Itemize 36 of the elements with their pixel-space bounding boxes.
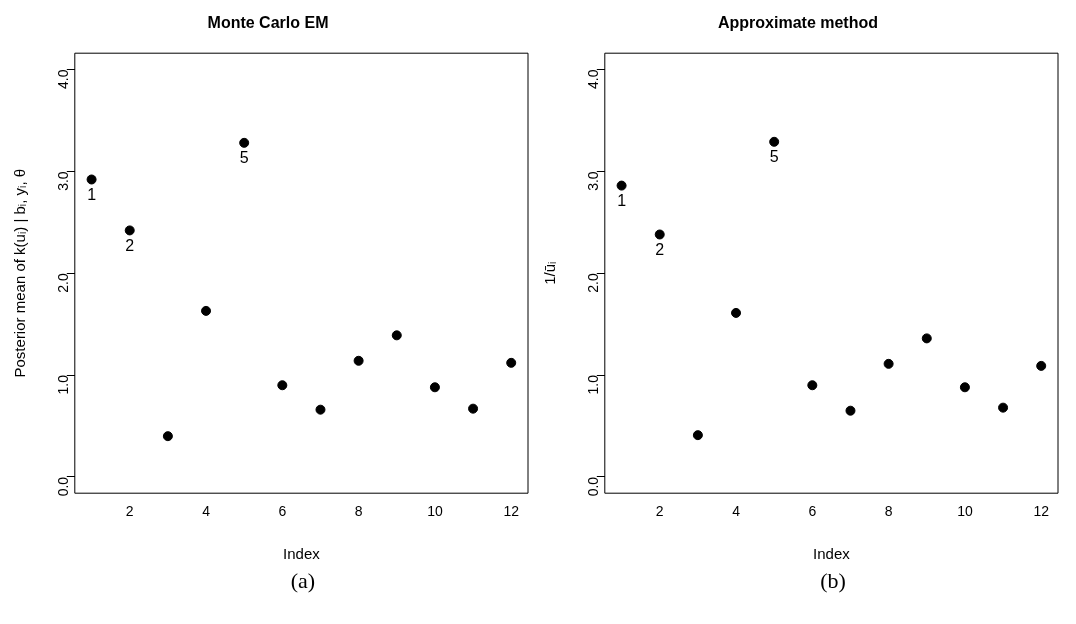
y-tick-label: 1.0 (54, 374, 71, 395)
y-tick-label: 3.0 (54, 171, 71, 191)
y-tick-label: 2.0 (584, 272, 601, 293)
y-tick-label: 4.0 (54, 69, 71, 89)
text: (b) (819, 568, 847, 594)
annotation: 2 (655, 240, 665, 258)
annotation: 1 (617, 192, 627, 210)
x-tick-label: 8 (354, 503, 363, 520)
annotation: 2 (125, 236, 135, 254)
x-tick-label: 6 (278, 503, 287, 520)
annotation: 5 (769, 148, 779, 166)
x-axis-title: Index (813, 545, 851, 563)
x-tick-label: 10 (427, 503, 443, 520)
y-tick-label: 0.0 (584, 476, 601, 497)
chart-title: Approximate method (717, 14, 879, 32)
x-tick-label: 10 (957, 503, 973, 520)
text: (a) (289, 568, 317, 594)
x-tick-label: 6 (808, 503, 817, 520)
x-tick-label: 12 (1033, 503, 1050, 520)
x-tick-label: 2 (655, 503, 664, 520)
x-tick-label: 4 (202, 503, 211, 520)
annotation: 5 (239, 149, 249, 167)
x-tick-label: 4 (732, 503, 741, 520)
x-axis-title: Index (283, 545, 321, 563)
y-axis-title: 1/ūᵢ (541, 261, 559, 285)
chart-title: Monte Carlo EM (207, 14, 329, 32)
y-tick-label: 1.0 (584, 374, 601, 395)
x-tick-label: 8 (884, 503, 893, 520)
y-tick-label: 0.0 (54, 476, 71, 497)
y-tick-label: 2.0 (54, 272, 71, 293)
y-tick-label: 3.0 (584, 171, 601, 191)
x-tick-label: 12 (503, 503, 520, 520)
annotation: 1 (87, 185, 97, 203)
x-tick-label: 2 (125, 503, 134, 520)
y-axis-title: Posterior mean of k(uᵢ) | bᵢ, yᵢ, θ (11, 168, 29, 378)
y-tick-label: 4.0 (584, 69, 601, 89)
